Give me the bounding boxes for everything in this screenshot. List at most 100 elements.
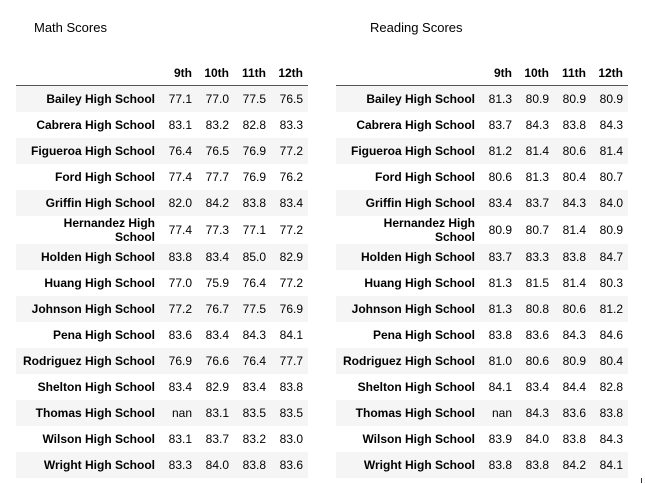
math-score-cell: 84.2 (205, 196, 229, 210)
reading-score-cell: 80.9 (525, 92, 549, 106)
math-score-cell: 83.8 (168, 250, 192, 264)
table-row: Figueroa High School 76.4 76.5 76.9 77.2 (16, 138, 308, 164)
reading-score-cell: 81.3 (488, 276, 512, 290)
math-school-name: Figueroa High School (30, 144, 155, 158)
reading-score-cell: 81.0 (488, 354, 512, 368)
reading-scores-table: 9th 10th 11th 12th Bailey High School 81.… (336, 61, 628, 478)
table-row: Huang High School 81.3 81.5 81.4 80.3 (336, 270, 628, 296)
math-school-name: Holden High School (41, 250, 155, 264)
reading-score-cell: 80.9 (599, 223, 623, 237)
math-score-cell: 77.2 (279, 223, 303, 237)
reading-grade-header: 9th (480, 61, 517, 86)
math-grade-header: 9th (160, 61, 197, 86)
table-row: Griffin High School 83.4 83.7 84.3 84.0 (336, 190, 628, 216)
math-score-cell: 83.0 (279, 432, 303, 446)
math-score-cell: 83.6 (279, 458, 303, 472)
reading-school-name: Johnson High School (351, 302, 475, 316)
reading-score-cell: 80.6 (562, 302, 586, 316)
reading-score-cell: 80.7 (599, 170, 623, 184)
table-row: Cabrera High School 83.7 84.3 83.8 84.3 (336, 112, 628, 138)
table-row: Rodriguez High School 81.0 80.6 80.9 80.4 (336, 348, 628, 374)
reading-score-cell: 84.3 (599, 432, 623, 446)
math-score-cell: 84.3 (242, 328, 266, 342)
table-row: Huang High School 77.0 75.9 76.4 77.2 (16, 270, 308, 296)
table-row: Pena High School 83.6 83.4 84.3 84.1 (16, 322, 308, 348)
math-score-cell: 83.5 (279, 406, 303, 420)
math-score-cell: 83.7 (205, 432, 229, 446)
reading-score-cell: 80.9 (562, 92, 586, 106)
reading-score-cell: 81.3 (525, 170, 549, 184)
reading-score-cell: 84.3 (525, 406, 549, 420)
math-school-name: Bailey High School (46, 92, 155, 106)
reading-table-body: Bailey High School 81.3 80.9 80.9 80.9 Cabrer… (336, 85, 628, 478)
reading-score-cell: 81.2 (488, 144, 512, 158)
math-school-name: Griffin High School (45, 196, 155, 210)
math-grade-header: 12th (271, 61, 308, 86)
math-score-cell: 77.2 (279, 144, 303, 158)
reading-score-cell: 84.1 (599, 458, 623, 472)
reading-school-name: Wright High School (363, 458, 475, 472)
reading-score-cell: 80.3 (599, 276, 623, 290)
reading-score-cell: 81.3 (488, 302, 512, 316)
math-score-cell: 83.8 (242, 458, 266, 472)
math-school-name: Rodriguez High School (23, 354, 155, 368)
reading-score-cell: 83.6 (525, 328, 549, 342)
math-score-cell: 83.2 (242, 432, 266, 446)
math-score-cell: 75.9 (205, 276, 229, 290)
math-school-name: Wilson High School (42, 432, 155, 446)
reading-score-cell: 80.6 (562, 144, 586, 158)
math-score-cell: 77.1 (242, 223, 266, 237)
reading-score-cell: 83.8 (562, 432, 586, 446)
table-row: Wilson High School 83.9 84.0 83.8 84.3 (336, 426, 628, 452)
reading-score-cell: 83.8 (562, 250, 586, 264)
reading-score-cell: 83.8 (488, 458, 512, 472)
math-score-cell: 76.6 (205, 354, 229, 368)
math-score-cell: 77.5 (242, 302, 266, 316)
math-score-cell: 83.3 (168, 458, 192, 472)
table-row: Rodriguez High School 76.9 76.6 76.4 77.7 (16, 348, 308, 374)
reading-score-cell: 84.1 (488, 380, 512, 394)
math-score-cell: 77.4 (168, 223, 192, 237)
math-grade-header: 10th (197, 61, 234, 86)
table-row: Pena High School 83.8 83.6 84.3 84.6 (336, 322, 628, 348)
reading-score-cell: 80.9 (488, 223, 512, 237)
reading-school-name: Pena High School (372, 328, 475, 342)
math-school-name: Pena High School (52, 328, 155, 342)
reading-school-name: Shelton High School (357, 380, 475, 394)
reading-score-cell: 84.0 (525, 432, 549, 446)
table-row: Cabrera High School 83.1 83.2 82.8 83.3 (16, 112, 308, 138)
math-score-cell: 76.9 (168, 354, 192, 368)
reading-score-cell: 83.8 (599, 406, 623, 420)
math-score-cell: 83.4 (205, 328, 229, 342)
reading-score-cell: 84.3 (562, 196, 586, 210)
reading-school-name: Wilson High School (362, 432, 475, 446)
math-score-cell: 83.6 (168, 328, 192, 342)
reading-score-cell: 83.8 (525, 458, 549, 472)
math-score-cell: 76.5 (205, 144, 229, 158)
math-school-name: Hernandez High School (63, 216, 155, 244)
table-row: Figueroa High School 81.2 81.4 80.6 81.4 (336, 138, 628, 164)
table-row: Hernandez High School 77.4 77.3 77.1 77.2 (16, 216, 308, 244)
reading-score-cell: 81.4 (562, 276, 586, 290)
math-score-cell: 83.4 (205, 250, 229, 264)
math-score-cell: 77.5 (242, 92, 266, 106)
reading-score-cell: 81.4 (562, 223, 586, 237)
reading-score-cell: 84.0 (599, 196, 623, 210)
math-school-name: Huang High School (44, 276, 155, 290)
table-row: Thomas High School nan 84.3 83.6 83.8 (336, 400, 628, 426)
math-score-cell: 83.4 (242, 380, 266, 394)
math-scores-table: 9th 10th 11th 12th Bailey High School 77.… (16, 61, 308, 478)
table-row: Johnson High School 81.3 80.8 80.6 81.2 (336, 296, 628, 322)
table-row: Griffin High School 82.0 84.2 83.8 83.4 (16, 190, 308, 216)
math-grade-header: 11th (234, 61, 271, 86)
math-score-cell: 77.1 (168, 92, 192, 106)
math-table-body: Bailey High School 77.1 77.0 77.5 76.5 Cabrer… (16, 85, 308, 478)
math-school-header (16, 61, 160, 86)
reading-score-cell: 83.4 (525, 380, 549, 394)
math-score-cell: 83.3 (279, 118, 303, 132)
reading-school-name: Hernandez High School (383, 216, 475, 244)
math-score-cell: 77.0 (205, 92, 229, 106)
reading-school-name: Rodriguez High School (343, 354, 475, 368)
reading-score-cell: 83.6 (562, 406, 586, 420)
math-score-cell: 76.7 (205, 302, 229, 316)
